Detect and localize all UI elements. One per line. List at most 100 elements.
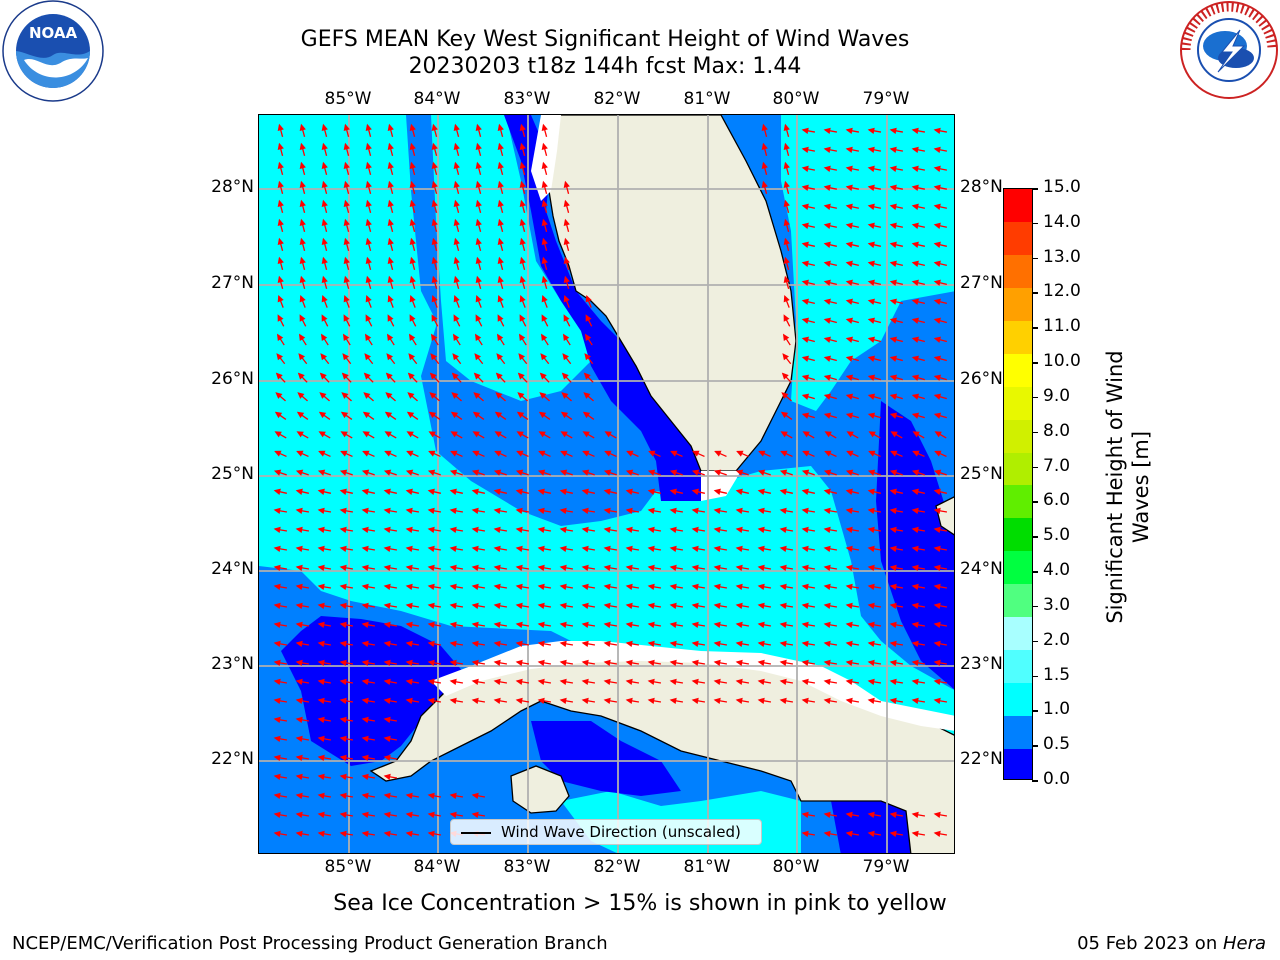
wind-arrow-head (647, 659, 655, 667)
wind-arrow-head (758, 450, 766, 457)
wind-arrow-head (691, 583, 699, 591)
wind-arrow-head (581, 678, 589, 686)
wind-arrow-head (339, 469, 348, 476)
wind-arrow-head (669, 678, 677, 686)
wind-arrow-head (295, 754, 303, 762)
wind-arrow-head (321, 123, 328, 132)
wind-arrow-head (451, 372, 459, 380)
wind-arrow-head (867, 298, 875, 305)
wind-arrow-head (581, 469, 590, 476)
wind-arrow-head (453, 256, 460, 265)
map-canvas (259, 115, 954, 853)
wind-arrow-head (933, 564, 941, 572)
wind-arrow-head (276, 333, 284, 342)
wind-arrow-head (889, 830, 897, 838)
wind-arrow-head (277, 295, 284, 303)
wind-arrow-head (867, 507, 875, 515)
wind-arrow-head (318, 431, 326, 438)
wind-arrow-head (801, 146, 809, 153)
wind-arrow-head (691, 526, 699, 534)
wind-arrow-head (453, 314, 460, 322)
footer-credit: NCEP/EMC/Verification Post Processing Pr… (12, 933, 608, 954)
lat-label-left: 23°N (211, 654, 254, 674)
wind-arrow-head (889, 355, 898, 362)
wind-arrow-head (779, 526, 787, 534)
wind-arrow-head (783, 199, 790, 208)
wind-arrow-head (295, 640, 303, 648)
colorbar-segment (1004, 550, 1032, 585)
wind-arrow-head (647, 640, 655, 648)
wind-arrow-head (735, 545, 743, 553)
wind-arrow-head (317, 621, 325, 629)
wind-arrow-head (845, 488, 853, 495)
wind-arrow-head (450, 431, 458, 438)
wind-arrow-head (603, 659, 611, 667)
wind-arrow-head (845, 697, 853, 705)
wind-arrow-head (497, 237, 504, 246)
wind-arrow-head (365, 161, 372, 170)
wind-arrow-head (519, 314, 526, 322)
wind-arrow-head (471, 697, 479, 705)
wind-arrow-head (273, 659, 281, 667)
wind-arrow-head (911, 545, 919, 553)
wind-arrow-head (321, 199, 328, 208)
wind-arrow-head (559, 469, 568, 476)
wind-arrow-head (317, 602, 325, 610)
wind-arrow-head (846, 450, 854, 457)
colorbar-tick-mark (1032, 640, 1038, 643)
wind-arrow-head (451, 392, 459, 399)
wind-arrow-head (299, 199, 306, 208)
wind-arrow-head (365, 123, 372, 132)
wind-arrow-head (801, 526, 809, 534)
wind-arrow-head (409, 256, 416, 265)
wind-arrow-head (889, 336, 897, 343)
wind-arrow-head (361, 830, 369, 838)
wind-arrow-head (383, 773, 391, 781)
wind-arrow-head (471, 488, 479, 495)
noaa-logo: NOAA (2, 0, 104, 102)
wind-arrow-head (933, 241, 941, 248)
wind-arrow-head (427, 488, 435, 495)
wind-arrow-head (757, 602, 765, 610)
wind-arrow-head (383, 830, 391, 838)
wind-arrow-head (343, 123, 350, 132)
wind-arrow-head (405, 564, 413, 572)
wind-arrow-head (471, 545, 479, 553)
wind-arrow-head (384, 411, 393, 419)
wind-arrow-head (515, 678, 523, 686)
wind-arrow-head (387, 295, 394, 303)
wind-arrow-head (362, 450, 370, 457)
wind-arrow-head (559, 507, 567, 515)
wind-arrow-head (339, 754, 347, 762)
wind-arrow-head (801, 374, 810, 381)
wind-arrow-head (757, 659, 765, 667)
wind-arrow-head (735, 507, 743, 515)
wind-arrow-head (515, 602, 523, 610)
wind-arrow-head (713, 507, 721, 515)
wind-arrow-head (563, 218, 570, 227)
wind-arrow-head (277, 161, 284, 170)
wind-arrow-head (889, 184, 897, 191)
wind-arrow-head (317, 659, 325, 667)
wind-arrow-head (453, 142, 460, 151)
wind-arrow-head (295, 678, 303, 686)
wind-arrow-head (405, 488, 413, 495)
wind-arrow-head (691, 469, 700, 476)
sea-ice-note: Sea Ice Concentration > 15% is shown in … (333, 891, 947, 916)
wind-arrow-head (911, 811, 919, 819)
wind-arrow-head (539, 392, 547, 399)
wind-arrow-head (273, 469, 282, 476)
wind-arrow-head (911, 279, 919, 286)
wind-arrow-head (783, 161, 790, 170)
wind-arrow-head (339, 697, 347, 705)
wind-arrow-head (339, 545, 347, 553)
wind-arrow-head (625, 507, 633, 515)
wind-arrow-head (495, 392, 503, 399)
wind-arrow-head (603, 469, 612, 476)
wind-arrow-head (515, 583, 523, 591)
wind-arrow-head (867, 602, 875, 610)
wind-arrow-head (845, 374, 854, 381)
wind-arrow-head (361, 564, 369, 572)
wind-arrow-head (449, 792, 457, 800)
wind-arrow-head (713, 621, 721, 629)
